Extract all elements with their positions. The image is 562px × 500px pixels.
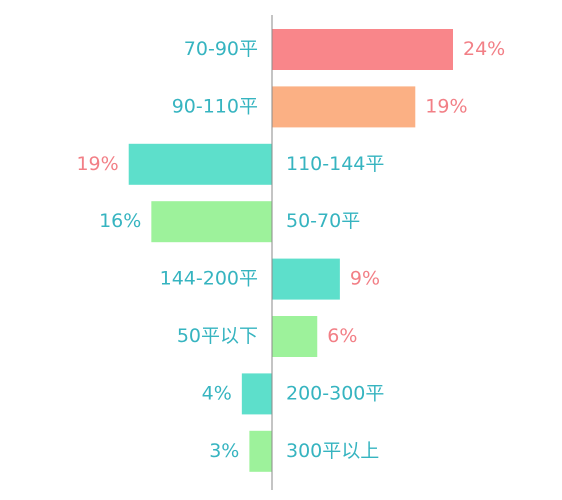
category-label: 90-110平 — [172, 95, 258, 117]
category-label: 144-200平 — [160, 268, 258, 290]
bar — [151, 201, 272, 243]
category-label: 70-90平 — [184, 38, 258, 60]
category-label: 300平以上 — [286, 440, 379, 462]
bar — [241, 373, 272, 415]
value-label: 24% — [463, 38, 505, 60]
bar — [249, 430, 272, 472]
value-label: 4% — [202, 382, 232, 404]
category-label: 50-70平 — [286, 210, 360, 232]
value-label: 16% — [99, 210, 141, 232]
value-label: 9% — [350, 268, 380, 290]
bar — [272, 258, 340, 300]
bar — [128, 143, 272, 185]
bar — [272, 316, 318, 357]
bar — [272, 29, 453, 70]
value-label: 19% — [76, 153, 118, 175]
bar — [272, 86, 416, 128]
category-label: 200-300平 — [286, 382, 384, 404]
value-label: 19% — [425, 95, 467, 117]
category-label: 110-144平 — [286, 153, 384, 175]
value-label: 3% — [209, 440, 239, 462]
value-label: 6% — [327, 325, 357, 347]
category-label: 50平以下 — [177, 325, 258, 347]
